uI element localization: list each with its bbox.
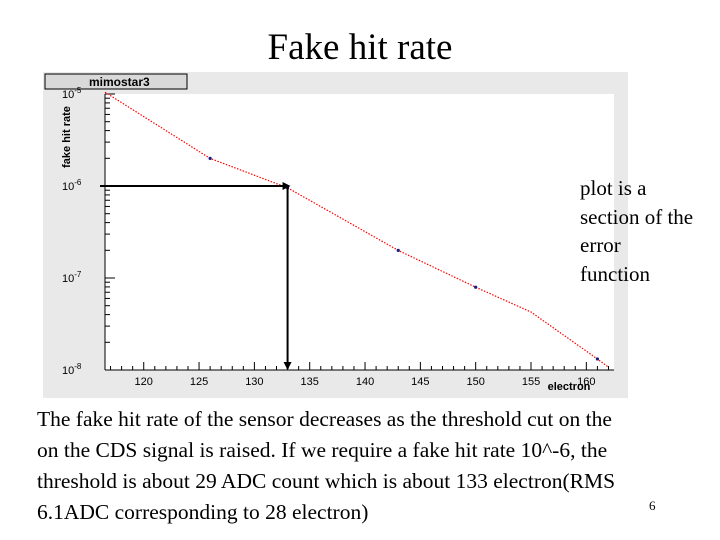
x-tick-label: 125	[190, 376, 208, 388]
chart-title-box: mimostar3	[44, 73, 188, 90]
chart-svg: mimostar3 fake hit rate electron 120 125 1…	[43, 72, 628, 398]
side-note-line: section of the	[580, 204, 694, 229]
x-axis-label: electron	[548, 381, 591, 393]
body-line: on the CDS signal is raised. If we requi…	[37, 438, 608, 462]
body-line: 6.1ADC corresponding to 28 electron)	[37, 500, 369, 524]
plot-area	[105, 94, 614, 370]
body-line: threshold is about 29 ADC count which is…	[37, 469, 616, 493]
x-tick-label: 155	[522, 376, 540, 388]
page-number: 6	[649, 498, 656, 513]
body-line: The fake hit rate of the sensor decrease…	[37, 407, 612, 431]
x-ticks: 120 125 130 135 140 145 150 155 160	[110, 362, 609, 388]
data-point	[396, 248, 400, 252]
data-point	[208, 156, 212, 160]
side-note: plot is a section of the error function	[580, 174, 720, 288]
y-tick-label: 10-7	[62, 270, 82, 285]
x-tick-label: 130	[245, 376, 263, 388]
x-tick-label: 140	[356, 376, 374, 388]
fake-hit-rate-curve	[104, 91, 609, 368]
x-tick-label: 150	[467, 376, 485, 388]
data-point	[595, 357, 600, 361]
x-tick-label: 120	[135, 376, 153, 388]
annotation-arrowhead	[282, 182, 291, 190]
x-tick-label: 160	[577, 376, 595, 388]
slide-title: Fake hit rate	[267, 27, 453, 68]
chart-title: mimostar3	[89, 75, 150, 89]
x-tick-label: 135	[301, 376, 319, 388]
body-text: The fake hit rate of the sensor decrease…	[37, 404, 717, 528]
side-note-line: plot is a	[580, 176, 647, 200]
side-note-line: function	[580, 261, 650, 286]
x-tick-label: 145	[411, 376, 429, 388]
chart: mimostar3 fake hit rate electron 120 125 1…	[43, 72, 628, 398]
y-axis-label: fake hit rate	[61, 106, 73, 168]
data-point	[474, 285, 478, 289]
y-tick-label: 10-6	[62, 178, 82, 193]
side-note-line: error	[580, 233, 621, 257]
y-tick-label: 10-8	[62, 362, 82, 377]
y-tick-label: 10-5	[62, 86, 82, 101]
